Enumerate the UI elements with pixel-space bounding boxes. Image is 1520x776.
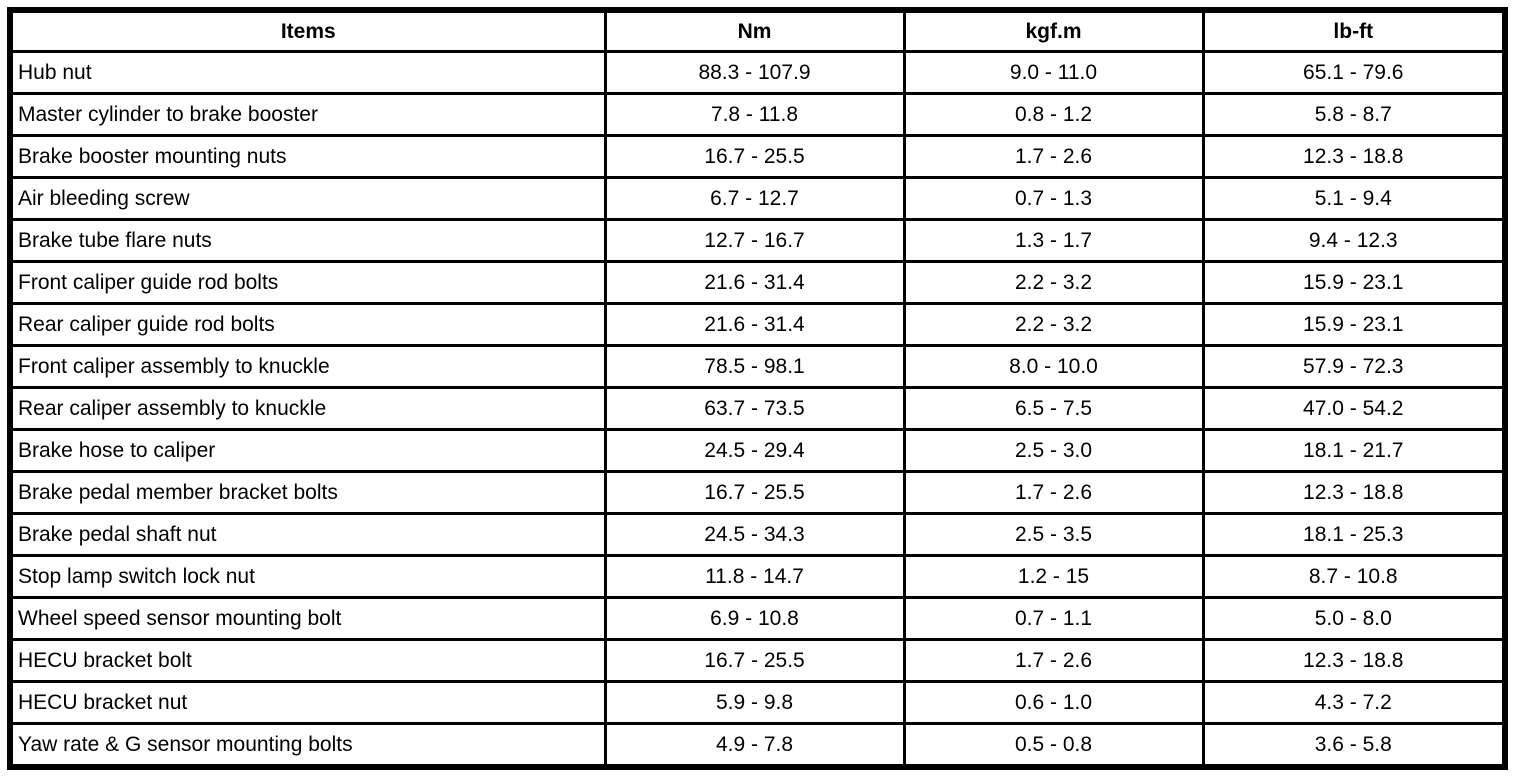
table-row: Rear caliper assembly to knuckle 63.7 - 7… [7, 386, 1508, 431]
nm-value-cell: 16.7 - 25.5 [603, 134, 906, 179]
nm-value-cell: 78.5 - 98.1 [603, 344, 906, 389]
table-row: Brake tube flare nuts 12.7 - 16.7 1.3 - 1.… [7, 218, 1508, 263]
nm-value-cell: 7.8 - 11.8 [603, 92, 906, 137]
kgfm-value-cell: 0.7 - 1.3 [902, 176, 1205, 221]
table-row: Air bleeding screw 6.7 - 12.7 0.7 - 1.3 5.1… [7, 176, 1508, 221]
kgfm-value-cell: 6.5 - 7.5 [902, 386, 1205, 431]
table-row: Yaw rate & G sensor mounting bolts 4.9 - … [7, 722, 1508, 770]
lbft-value-cell: 3.6 - 5.8 [1201, 722, 1508, 770]
lbft-value-cell: 9.4 - 12.3 [1201, 218, 1508, 263]
lbft-value-cell: 5.8 - 8.7 [1201, 92, 1508, 137]
item-cell: Wheel speed sensor mounting bolt [7, 596, 607, 641]
table-row: Hub nut 88.3 - 107.9 9.0 - 11.0 65.1 - 79.6 [7, 50, 1508, 95]
item-cell: Brake pedal shaft nut [7, 512, 607, 557]
nm-value-cell: 12.7 - 16.7 [603, 218, 906, 263]
header-nm: Nm [603, 7, 906, 53]
nm-value-cell: 21.6 - 31.4 [603, 302, 906, 347]
item-cell: Brake tube flare nuts [7, 218, 607, 263]
table-header: Items Nm kgf.m lb-ft [7, 7, 1508, 53]
table-row: Rear caliper guide rod bolts 21.6 - 31.4 2… [7, 302, 1508, 347]
kgfm-value-cell: 2.2 - 3.2 [902, 260, 1205, 305]
item-cell: Front caliper assembly to knuckle [7, 344, 607, 389]
nm-value-cell: 16.7 - 25.5 [603, 638, 906, 683]
kgfm-value-cell: 8.0 - 10.0 [902, 344, 1205, 389]
kgfm-value-cell: 0.5 - 0.8 [902, 722, 1205, 770]
item-cell: Stop lamp switch lock nut [7, 554, 607, 599]
nm-value-cell: 24.5 - 29.4 [603, 428, 906, 473]
nm-value-cell: 63.7 - 73.5 [603, 386, 906, 431]
header-items: Items [7, 7, 607, 53]
table-row: Master cylinder to brake booster 7.8 - 11… [7, 92, 1508, 137]
kgfm-value-cell: 2.5 - 3.0 [902, 428, 1205, 473]
lbft-value-cell: 12.3 - 18.8 [1201, 638, 1508, 683]
table-row: HECU bracket nut 5.9 - 9.8 0.6 - 1.0 4.3 - … [7, 680, 1508, 725]
lbft-value-cell: 47.0 - 54.2 [1201, 386, 1508, 431]
lbft-value-cell: 18.1 - 25.3 [1201, 512, 1508, 557]
item-cell: Brake booster mounting nuts [7, 134, 607, 179]
item-cell: Front caliper guide rod bolts [7, 260, 607, 305]
item-cell: Rear caliper assembly to knuckle [7, 386, 607, 431]
kgfm-value-cell: 0.8 - 1.2 [902, 92, 1205, 137]
nm-value-cell: 16.7 - 25.5 [603, 470, 906, 515]
table-row: HECU bracket bolt 16.7 - 25.5 1.7 - 2.6 12.… [7, 638, 1508, 683]
kgfm-value-cell: 9.0 - 11.0 [902, 50, 1205, 95]
item-cell: Yaw rate & G sensor mounting bolts [7, 722, 607, 770]
lbft-value-cell: 57.9 - 72.3 [1201, 344, 1508, 389]
table-row: Wheel speed sensor mounting bolt 6.9 - 10… [7, 596, 1508, 641]
nm-value-cell: 21.6 - 31.4 [603, 260, 906, 305]
table-row: Front caliper assembly to knuckle 78.5 - … [7, 344, 1508, 389]
nm-value-cell: 4.9 - 7.8 [603, 722, 906, 770]
item-cell: HECU bracket nut [7, 680, 607, 725]
table-row: Stop lamp switch lock nut 11.8 - 14.7 1.2 … [7, 554, 1508, 599]
nm-value-cell: 11.8 - 14.7 [603, 554, 906, 599]
kgfm-value-cell: 2.2 - 3.2 [902, 302, 1205, 347]
kgfm-value-cell: 1.7 - 2.6 [902, 638, 1205, 683]
item-cell: Hub nut [7, 50, 607, 95]
kgfm-value-cell: 2.5 - 3.5 [902, 512, 1205, 557]
item-cell: Rear caliper guide rod bolts [7, 302, 607, 347]
kgfm-value-cell: 1.7 - 2.6 [902, 470, 1205, 515]
nm-value-cell: 24.5 - 34.3 [603, 512, 906, 557]
table-row: Brake hose to caliper 24.5 - 29.4 2.5 - 3.… [7, 428, 1508, 473]
item-cell: Brake hose to caliper [7, 428, 607, 473]
lbft-value-cell: 15.9 - 23.1 [1201, 260, 1508, 305]
lbft-value-cell: 5.0 - 8.0 [1201, 596, 1508, 641]
lbft-value-cell: 4.3 - 7.2 [1201, 680, 1508, 725]
table-row: Brake pedal shaft nut 24.5 - 34.3 2.5 - 3.… [7, 512, 1508, 557]
kgfm-value-cell: 0.6 - 1.0 [902, 680, 1205, 725]
header-kgfm: kgf.m [902, 7, 1205, 53]
lbft-value-cell: 12.3 - 18.8 [1201, 134, 1508, 179]
item-cell: Brake pedal member bracket bolts [7, 470, 607, 515]
table-body: Hub nut 88.3 - 107.9 9.0 - 11.0 65.1 - 79.6… [7, 50, 1508, 770]
nm-value-cell: 6.7 - 12.7 [603, 176, 906, 221]
lbft-value-cell: 15.9 - 23.1 [1201, 302, 1508, 347]
lbft-value-cell: 12.3 - 18.8 [1201, 470, 1508, 515]
lbft-value-cell: 5.1 - 9.4 [1201, 176, 1508, 221]
item-cell: HECU bracket bolt [7, 638, 607, 683]
torque-spec-table: Items Nm kgf.m lb-ft Hub nut 88.3 - 107.9… [7, 7, 1508, 770]
kgfm-value-cell: 1.7 - 2.6 [902, 134, 1205, 179]
nm-value-cell: 6.9 - 10.8 [603, 596, 906, 641]
lbft-value-cell: 65.1 - 79.6 [1201, 50, 1508, 95]
item-cell: Master cylinder to brake booster [7, 92, 607, 137]
kgfm-value-cell: 0.7 - 1.1 [902, 596, 1205, 641]
table-row: Front caliper guide rod bolts 21.6 - 31.4… [7, 260, 1508, 305]
item-cell: Air bleeding screw [7, 176, 607, 221]
kgfm-value-cell: 1.3 - 1.7 [902, 218, 1205, 263]
header-row: Items Nm kgf.m lb-ft [7, 7, 1508, 53]
nm-value-cell: 88.3 - 107.9 [603, 50, 906, 95]
kgfm-value-cell: 1.2 - 15 [902, 554, 1205, 599]
lbft-value-cell: 8.7 - 10.8 [1201, 554, 1508, 599]
nm-value-cell: 5.9 - 9.8 [603, 680, 906, 725]
lbft-value-cell: 18.1 - 21.7 [1201, 428, 1508, 473]
table-row: Brake booster mounting nuts 16.7 - 25.5 1.… [7, 134, 1508, 179]
table-row: Brake pedal member bracket bolts 16.7 - 2… [7, 470, 1508, 515]
header-lbft: lb-ft [1201, 7, 1508, 53]
